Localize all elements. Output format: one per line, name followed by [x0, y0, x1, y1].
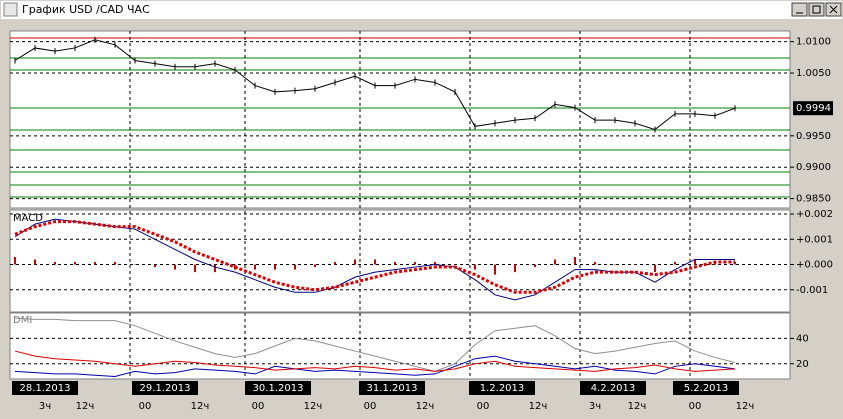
histogram-bar: [454, 264, 456, 266]
time-label: 12ч: [304, 401, 323, 412]
date-box: [12, 381, 78, 395]
histogram-bar: [474, 264, 476, 270]
date-box: [132, 381, 198, 395]
y-tick-label: 40: [796, 333, 809, 344]
series-line: [14, 317, 736, 372]
last-price-label: 0.9994: [796, 103, 831, 114]
y-tick-label: 0.9950: [796, 131, 831, 142]
histogram-bar: [54, 262, 56, 265]
histogram-bar: [154, 264, 156, 268]
minimize-button[interactable]: [791, 2, 808, 17]
series-line: [14, 350, 736, 372]
y-tick-label: 1.0100: [796, 37, 831, 48]
price-panel: [9, 30, 791, 209]
histogram-bar: [434, 262, 436, 265]
histogram-bar: [654, 264, 656, 273]
histogram-bar: [574, 256, 576, 265]
time-label: 00: [364, 401, 377, 412]
time-label: 12ч: [416, 401, 435, 412]
date-box: [580, 381, 646, 395]
dmi-panel: [9, 312, 791, 380]
series-line: [14, 355, 736, 377]
y-tick-label: 0.9900: [796, 162, 831, 173]
histogram-bar: [294, 264, 296, 270]
histogram-bar: [114, 262, 116, 265]
histogram-bar: [174, 264, 176, 270]
time-label: 12ч: [529, 401, 548, 412]
time-label: 00: [477, 401, 490, 412]
time-label: 3ч: [589, 401, 601, 412]
date-label: 1.2.2013: [480, 383, 525, 394]
time-label: 00: [689, 401, 702, 412]
histogram-bar: [534, 264, 536, 268]
histogram-bar: [194, 264, 196, 273]
button-glyphs: [796, 5, 838, 14]
histogram-bar: [494, 264, 496, 275]
date-box: [359, 381, 425, 395]
date-label: 31.1.2013: [367, 383, 418, 394]
level-lines: [10, 37, 790, 198]
histogram-bar: [394, 262, 396, 265]
histogram-bar: [14, 256, 16, 265]
histogram-bar: [134, 264, 136, 266]
macd-title: MACD: [13, 213, 43, 224]
time-label: 12ч: [191, 401, 210, 412]
histogram-bar: [74, 262, 76, 265]
time-label: 3ч: [39, 401, 51, 412]
date-label: 4.2.2013: [591, 383, 636, 394]
histogram-bar: [94, 262, 96, 265]
y-tick-label: 20: [796, 359, 809, 370]
y-tick-label: 1.0050: [796, 68, 831, 79]
time-label: 00: [139, 401, 152, 412]
histogram-bar: [354, 259, 356, 265]
histogram-bar: [214, 264, 216, 273]
series-line: [14, 220, 735, 294]
y-tick-label: +0.001: [796, 234, 833, 245]
maximize-button[interactable]: [808, 2, 825, 17]
histogram-bar: [594, 262, 596, 265]
window-buttons[interactable]: [791, 2, 842, 17]
window-title: График USD /CAD ЧАС: [22, 3, 150, 16]
date-label: 28.1.2013: [20, 383, 71, 394]
histogram-bar: [694, 259, 696, 265]
time-label: 12ч: [76, 401, 95, 412]
histogram-bar: [334, 262, 336, 265]
date-box: [673, 381, 739, 395]
histogram-bar: [414, 262, 416, 265]
histogram-bar: [554, 259, 556, 265]
time-label: 00: [252, 401, 265, 412]
date-label: 29.1.2013: [140, 383, 191, 394]
day-grid: [129, 31, 691, 379]
macd-panel: [9, 209, 791, 313]
histogram-bar: [614, 264, 616, 266]
histogram-bar: [34, 259, 36, 265]
y-tick-label: 0.9850: [796, 194, 831, 205]
time-label: 12ч: [736, 401, 755, 412]
histogram-bar: [254, 264, 256, 270]
date-label: 5.2.2013: [684, 383, 729, 394]
y-tick-label: -0.001: [796, 285, 828, 296]
date-label: 30.1.2013: [253, 383, 304, 394]
last-price-box: [793, 101, 833, 116]
histogram-bar: [514, 264, 516, 273]
date-box: [469, 381, 535, 395]
window-icon: [3, 2, 18, 17]
histogram-bar: [374, 259, 376, 265]
time-label: 12ч: [628, 401, 647, 412]
histogram-bar: [674, 262, 676, 265]
histogram-bar: [314, 264, 316, 268]
y-tick-label: +0.002: [796, 209, 833, 220]
y-tick-label: +0.000: [796, 260, 833, 271]
histogram-bar: [274, 264, 276, 270]
histogram-bar: [634, 264, 636, 266]
date-box: [245, 381, 311, 395]
dmi-title: DMI: [13, 315, 32, 326]
title-bar: [1, 1, 842, 19]
